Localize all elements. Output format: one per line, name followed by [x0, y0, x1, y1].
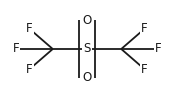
- Text: F: F: [26, 63, 33, 76]
- Text: F: F: [141, 22, 148, 35]
- Text: O: O: [82, 14, 92, 27]
- Text: F: F: [141, 63, 148, 76]
- Text: S: S: [83, 43, 91, 55]
- Text: F: F: [26, 22, 33, 35]
- Text: O: O: [82, 71, 92, 84]
- Text: F: F: [155, 43, 161, 55]
- Text: F: F: [13, 43, 19, 55]
